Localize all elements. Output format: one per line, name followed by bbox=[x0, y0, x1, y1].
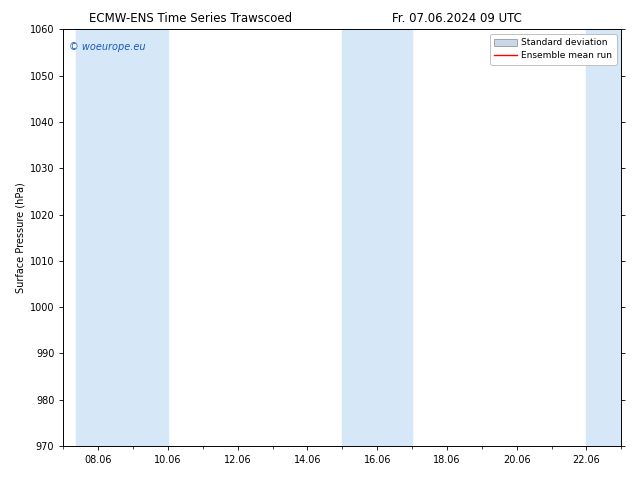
Text: © woeurope.eu: © woeurope.eu bbox=[69, 42, 145, 52]
Y-axis label: Surface Pressure (hPa): Surface Pressure (hPa) bbox=[16, 182, 25, 293]
Bar bbox=[342, 29, 412, 446]
Legend: Standard deviation, Ensemble mean run: Standard deviation, Ensemble mean run bbox=[489, 34, 617, 65]
Bar bbox=[77, 29, 168, 446]
Bar bbox=[586, 29, 621, 446]
Text: Fr. 07.06.2024 09 UTC: Fr. 07.06.2024 09 UTC bbox=[392, 12, 521, 25]
Text: ECMW-ENS Time Series Trawscoed: ECMW-ENS Time Series Trawscoed bbox=[89, 12, 292, 25]
